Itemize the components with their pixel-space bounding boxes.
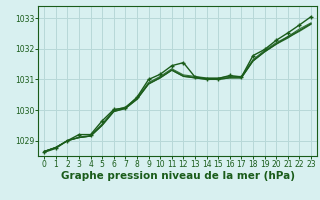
X-axis label: Graphe pression niveau de la mer (hPa): Graphe pression niveau de la mer (hPa) — [60, 171, 295, 181]
